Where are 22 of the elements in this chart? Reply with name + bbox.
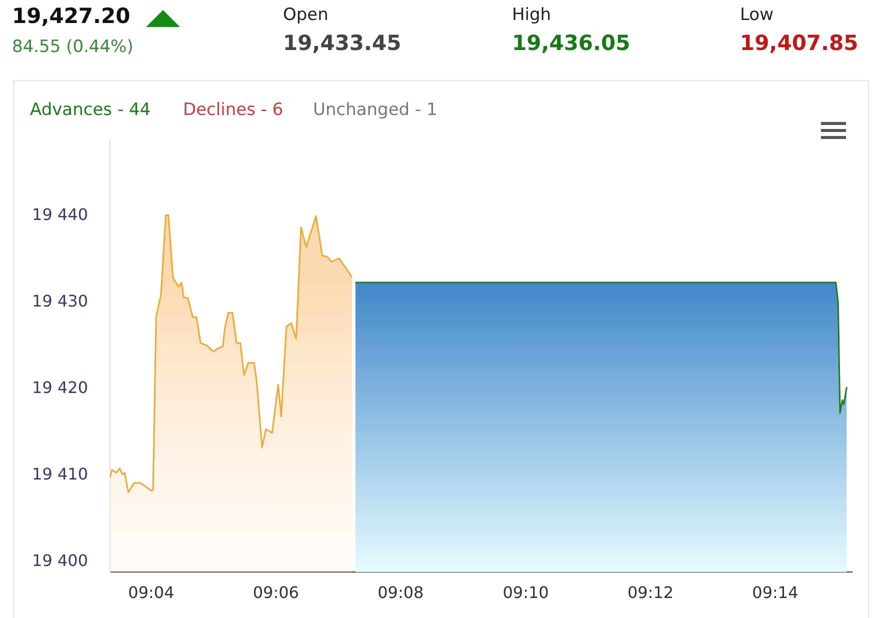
y-tick-label: 19 420 [32, 378, 88, 397]
text: Advances - 44 [30, 100, 151, 120]
text: Open [283, 5, 328, 25]
y-tick-label: 19 430 [32, 292, 88, 311]
x-tick-label: 09:04 [128, 582, 174, 602]
x-tick-label: 09:10 [502, 582, 549, 602]
text: 19,436.05 [512, 31, 630, 55]
x-tick-label: 09:14 [752, 582, 798, 602]
x-tick-label: 09:08 [378, 582, 424, 602]
chart-subtitle: 84.55 (0.44%) [12, 37, 134, 57]
y-tick-label: 19 410 [32, 464, 88, 484]
text: Declines - 6 [183, 100, 284, 120]
text: 19,407.85 [740, 31, 858, 55]
y-tick-label: 19 440 [32, 205, 88, 224]
text: 19,433.45 [283, 31, 402, 55]
text: High [512, 5, 552, 25]
text: Low [740, 5, 774, 25]
x-tick-label: 09:06 [252, 582, 299, 602]
y-tick-label: 19 400 [32, 550, 88, 570]
chart-title: 19,427.20 [12, 4, 130, 28]
x-tick-label: 09:12 [627, 582, 674, 602]
text: Unchanged - 1 [313, 100, 438, 120]
